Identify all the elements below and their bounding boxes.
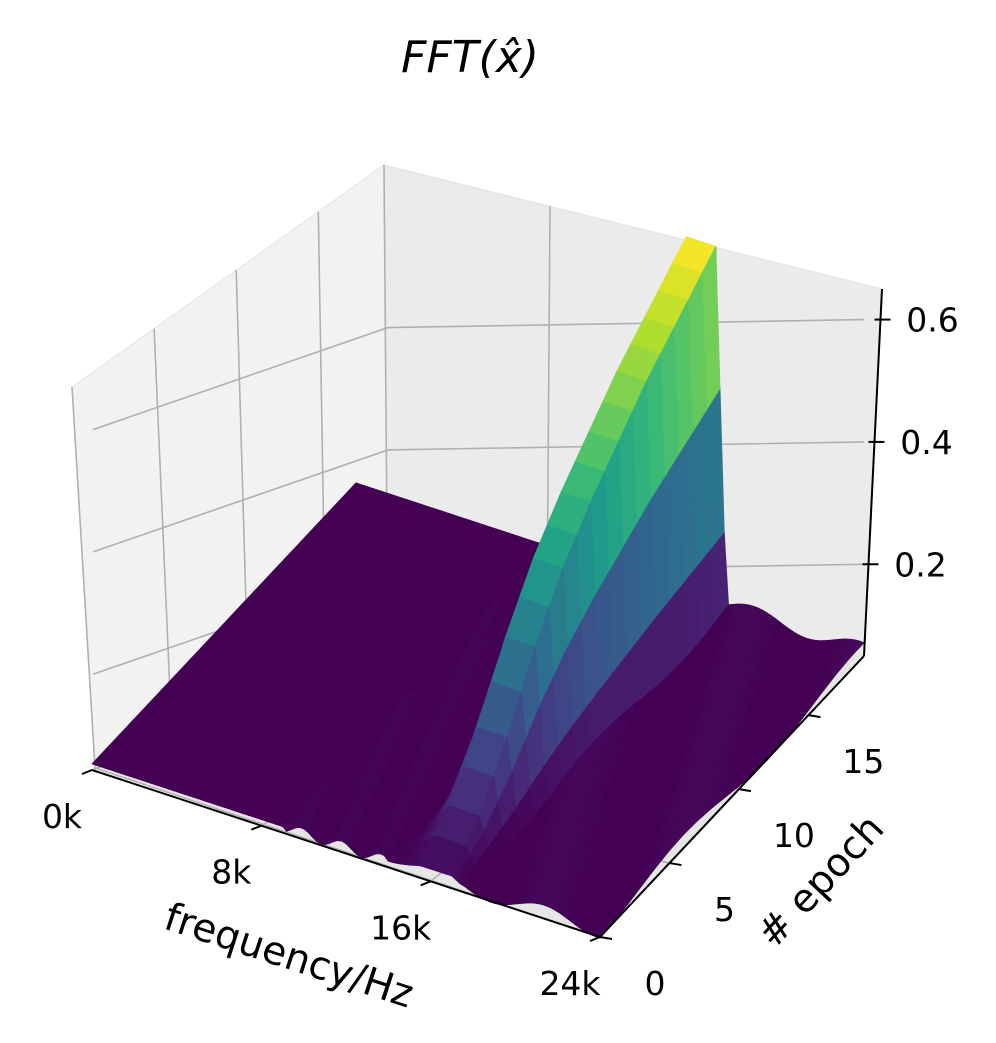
axis-ticks: 0k 8k 16k 24k 0 5 10 15 0.2 0.4 0.6 [42, 301, 959, 1003]
z-tick-label: 0.4 [900, 423, 952, 462]
y-tick [599, 936, 613, 940]
x-tick [420, 880, 432, 887]
grid-line-y-left [153, 328, 173, 741]
y-tick-label: 5 [714, 890, 735, 929]
y-tick [669, 862, 682, 867]
y-tick-label: 10 [773, 816, 815, 855]
x-tick-label: 24k [539, 964, 601, 1003]
z-tick-label: 0.2 [894, 545, 946, 584]
y-tick [808, 714, 821, 719]
axis-lines [91, 288, 883, 938]
z-tick-label: 0.6 [906, 301, 958, 340]
y-axis-label: # epoch [749, 806, 894, 957]
chart-title: FFT(x̂) [401, 32, 539, 83]
x-tick [250, 824, 262, 831]
y-tick-label: 0 [645, 964, 666, 1003]
x-axis-line [91, 769, 601, 938]
z-axis-line [863, 288, 883, 657]
x-tick [81, 769, 93, 775]
x-tick-label: 16k [370, 908, 432, 947]
grid-line-y-left [71, 386, 96, 769]
y-tick [738, 788, 752, 793]
x-tick-label: 8k [211, 853, 252, 892]
x-tick-label: 0k [42, 797, 83, 836]
y-tick-label: 15 [842, 742, 884, 781]
fft-surface [91, 236, 865, 939]
y-axis-line [599, 655, 865, 938]
x-tick [589, 936, 601, 942]
